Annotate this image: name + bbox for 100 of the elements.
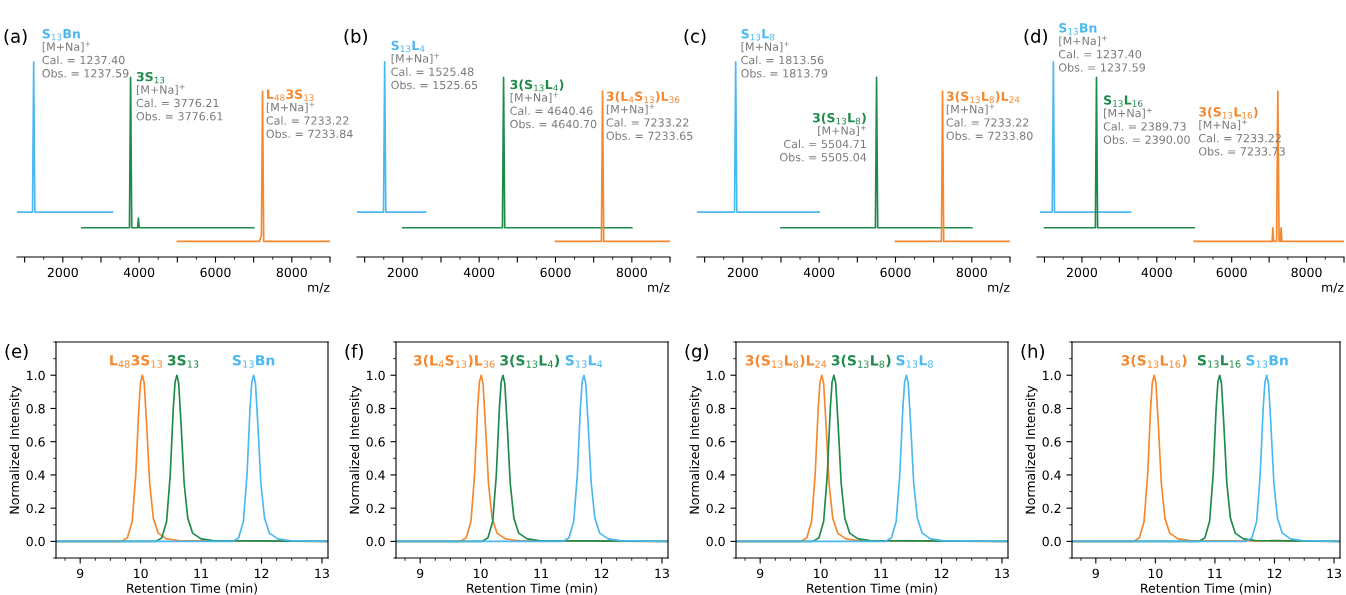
y-tick-label: 0.0 [706, 536, 725, 547]
x-tick-label: 13 [655, 568, 669, 579]
x-tick-label: 6000 [200, 267, 231, 278]
x-tick-label: 10 [814, 568, 828, 579]
annotation: [M+Na]$^{+}$ Cal. = 7233.22 Obs. = 7233.84 [266, 102, 353, 139]
x-axis-title: Retention Time (min) [1141, 583, 1271, 595]
chart-title: (a) [4, 29, 27, 46]
x-tick-label: 9 [756, 568, 764, 579]
y-axis-title: Normalized Intensity [1025, 385, 1038, 514]
x-tick-label: 6000 [880, 267, 911, 278]
y-tick-label: 1.0 [1043, 370, 1061, 381]
x-axis-title: m/z [308, 282, 330, 293]
x-tick-label: 4000 [803, 267, 835, 278]
x-tick-label: 8000 [956, 267, 987, 278]
y-tick-label: 0.2 [366, 503, 385, 514]
series-label: S$_{13}$L$_{8}$ [896, 354, 933, 368]
x-tick-label: 13 [1327, 568, 1341, 579]
annotation: [M+Na]$^{+}$ Cal. = 1525.48 Obs. = 1525.65 [391, 53, 478, 90]
x-tick-label: 13 [315, 568, 329, 579]
chart-title: (c) [684, 29, 706, 46]
y-axis-title: Normalized Intensity [349, 385, 362, 514]
x-tick-label: 13 [995, 568, 1009, 579]
series-label: 3(S$_{13}$L$_{16}$) [1121, 354, 1187, 368]
series-label: 3(S$_{13}$L$_{8}$)L$_{24}$ [745, 354, 827, 368]
chart-title: (f) [345, 344, 363, 361]
chart-title: (g) [685, 344, 708, 362]
x-tick-label: 9 [416, 568, 424, 579]
series-label: 3(L$_{4}$S$_{13}$)L$_{36}$ [413, 354, 495, 368]
line-series [736, 374, 1008, 543]
series-label: S$_{13}$L$_{16}$ [1104, 95, 1143, 107]
x-tick-label: 10 [1148, 568, 1163, 579]
text: S$_{13}$Bn [1059, 23, 1097, 35]
x-tick-label: 6000 [540, 267, 571, 278]
line-series [396, 374, 668, 543]
x-tick-label: 8000 [1291, 267, 1322, 278]
x-tick-label: 12 [254, 568, 269, 578]
y-tick-label: 0.0 [366, 536, 385, 547]
x-tick-label: 8000 [276, 267, 307, 278]
annotation: [M+Na]$^{+}$ Cal. = 7233.22 Obs. = 7233.65 [606, 104, 693, 140]
series-label: 3(S$_{13}$L$_{8}$)L$_{24}$ [946, 91, 1020, 103]
series-label: 3(S$_{13}$L$_{4}$) [500, 354, 560, 368]
y-tick-label: 0.2 [26, 503, 45, 514]
y-tick-label: 0.6 [366, 437, 385, 447]
chart-title: (b) [344, 29, 367, 46]
x-tick-label: 11 [1208, 568, 1222, 578]
x-tick-label: 4000 [463, 267, 495, 278]
x-tick-label: 9 [76, 568, 84, 579]
x-tick-label: 4000 [123, 267, 155, 278]
x-axis-title: Retention Time (min) [467, 583, 597, 595]
y-tick-label: 0.6 [706, 437, 725, 447]
x-tick-label: 11 [874, 568, 888, 578]
annotation: [M+Na]$^{+}$ Cal. = 3776.21 Obs. = 3776.61 [136, 84, 223, 121]
x-tick-label: 12 [1267, 568, 1282, 578]
series-label: S$_{13}$L$_{16}$ [1197, 354, 1241, 368]
y-tick-label: 0.2 [1042, 503, 1061, 514]
annotation: [M+Na]$^{+}$ Cal. = 4640.46 Obs. = 4640.70 [510, 92, 597, 129]
x-tick-label: 12 [594, 568, 609, 578]
series-label: 3(S$_{13}$L$_{16}$) [1199, 106, 1258, 119]
y-tick-label: 0.8 [366, 403, 385, 414]
series-label: S$_{13}$Bn [1246, 354, 1288, 368]
y-tick-label: 1.0 [367, 370, 385, 381]
annotation: [M+Na]$^{+}$ Cal. = 2389.73 Obs. = 2390.00 [1103, 107, 1190, 144]
series-label: 3S$_{13}$ [167, 354, 199, 368]
series-label: 3(S$_{13}$L$_{4}$) [510, 79, 564, 92]
y-tick-label: 1.0 [27, 370, 45, 381]
x-tick-label: 11 [194, 568, 208, 578]
y-tick-label: 0.6 [1042, 437, 1061, 447]
series-label: L$_{48}$3S$_{13}$ [267, 89, 314, 101]
y-tick-label: 0.8 [706, 403, 725, 414]
x-tick-label: 10 [474, 568, 488, 579]
chart-title: (h) [1021, 344, 1044, 361]
annotation: [M+Na]$^{+}$ Cal. = 5504.71 Obs. = 5505.04 [780, 125, 867, 162]
series-label: L$_{48}$3S$_{13}$ [110, 354, 163, 368]
x-tick-label: 12 [934, 568, 949, 578]
x-tick-label: 6000 [1216, 267, 1247, 278]
series-label: S$_{13}$Bn [42, 28, 80, 41]
y-tick-label: 0.8 [1042, 403, 1061, 414]
x-tick-label: 8000 [616, 267, 647, 278]
x-axis-title: Retention Time (min) [127, 583, 257, 595]
y-tick-label: 0.6 [26, 437, 45, 447]
annotation: [M+Na]$^{+}$ Cal. = 1237.40 Obs. = 1237.59 [1058, 35, 1145, 72]
series-label: S$_{13}$L$_{8}$ [741, 28, 775, 41]
series-label: 3(S$_{13}$L$_{8}$) [812, 112, 866, 125]
series-label: S$_{13}$L$_{4}$ [391, 40, 425, 53]
x-axis-title: m/z [988, 282, 1010, 293]
x-tick-label: 10 [134, 568, 148, 579]
series-label: S$_{13}$L$_{4}$ [565, 354, 603, 368]
x-tick-label: 4000 [1141, 267, 1172, 278]
y-tick-label: 0.4 [26, 470, 45, 480]
chart-title: (d) [1024, 29, 1047, 46]
x-tick-label: 2000 [1066, 267, 1097, 278]
y-axis-title: Normalized Intensity [9, 385, 22, 514]
x-tick-label: 11 [534, 568, 548, 578]
line-series [1072, 374, 1340, 543]
y-tick-label: 0.2 [706, 503, 725, 514]
x-tick-label: 2000 [727, 267, 758, 278]
series-label: 3S$_{13}$ [136, 71, 165, 84]
y-tick-label: 0.8 [26, 403, 45, 414]
series-label: 3(L$_{4}$S$_{13}$)L$_{36}$ [606, 91, 680, 103]
y-tick-label: 0.4 [1042, 470, 1061, 480]
